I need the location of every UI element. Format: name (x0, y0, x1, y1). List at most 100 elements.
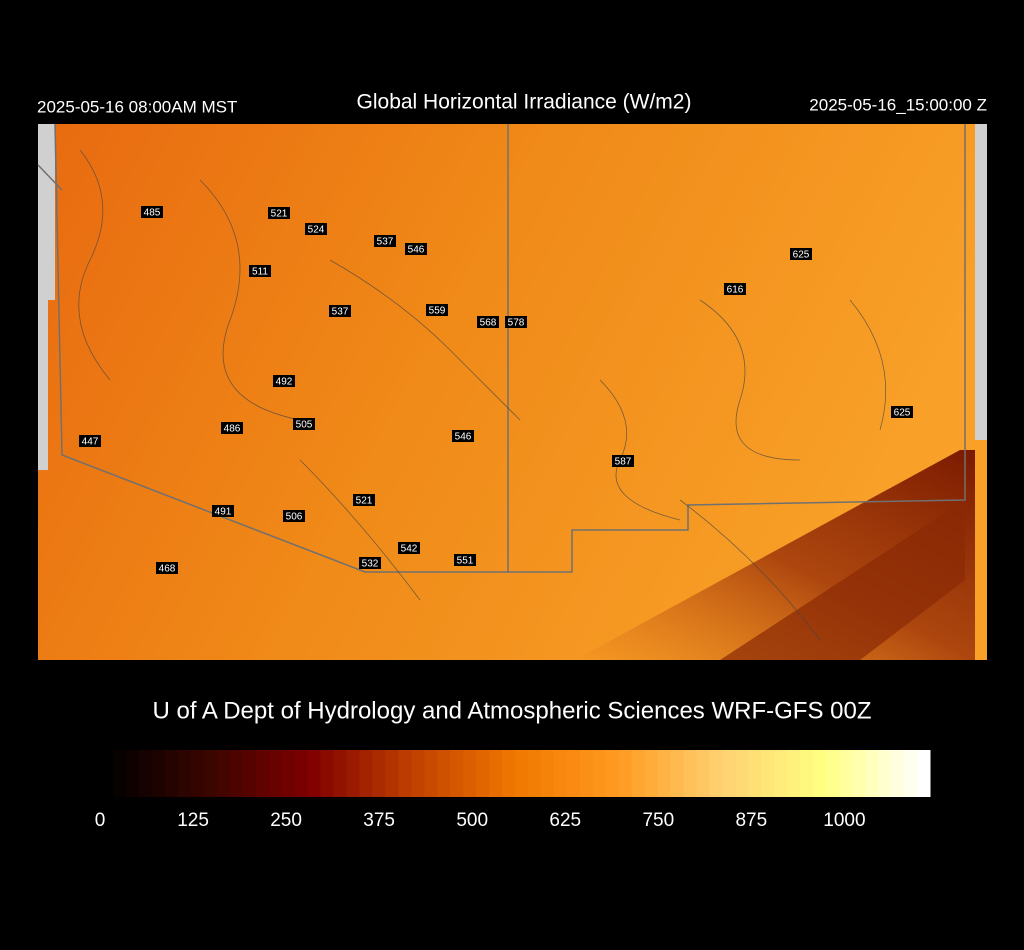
colorbar-step (437, 750, 451, 797)
station-labels: 485 521 524 537 546 511 537 559 568 578 625 616 492 6… (79, 206, 913, 575)
colorbar-step (540, 750, 555, 797)
label-box (273, 375, 295, 387)
colorbar-step (255, 750, 270, 797)
station-label: 542 (401, 544, 418, 555)
label-box (283, 510, 305, 522)
colorbar-step (917, 750, 931, 797)
colorbar-step (696, 750, 711, 797)
label-box (268, 207, 290, 219)
station-label: 468 (159, 564, 176, 575)
station-label: 546 (455, 432, 472, 443)
colorbar-step (242, 750, 257, 797)
map: 485 521 524 537 546 511 537 559 568 578 625 616 492 6… (37, 123, 987, 660)
station-label: 521 (356, 496, 373, 507)
colorbar-step (735, 750, 749, 797)
label-box (353, 494, 375, 506)
colorbar-step (813, 750, 827, 797)
colorbar-step (268, 750, 283, 797)
station-label: 511 (252, 267, 268, 278)
colorbar-step (294, 750, 308, 797)
colorbar-step (865, 750, 879, 797)
label-box (212, 505, 234, 517)
colorbar-step (320, 750, 334, 797)
colorbar-step (709, 750, 723, 797)
colorbar-step (527, 750, 542, 797)
colorbar-step (553, 750, 568, 797)
label-box (249, 265, 271, 277)
colorbar-step (307, 750, 321, 797)
station-label: 492 (276, 377, 293, 388)
station-label: 491 (215, 507, 232, 518)
colorbar-step (385, 750, 399, 797)
credit: U of A Dept of Hydrology and Atmospheric… (153, 697, 872, 724)
station-label: 625 (894, 408, 911, 419)
colorbar-step (100, 750, 114, 797)
label-box (452, 430, 474, 442)
colorbar-tick-label: 500 (456, 810, 488, 831)
station-label: 551 (457, 556, 474, 567)
colorbar-step (229, 750, 244, 797)
label-box (426, 304, 448, 316)
colorbar-step (177, 750, 192, 797)
station-label: 532 (362, 559, 379, 570)
label-box (329, 305, 351, 317)
colorbar-step (372, 750, 386, 797)
label-box (454, 554, 476, 566)
colorbar-step (216, 750, 231, 797)
station-label: 486 (224, 424, 241, 435)
label-box (305, 223, 327, 235)
colorbar-tick-label: 0 (95, 810, 106, 831)
valid-time-utc: 2025-05-16_15:00:00 Z (809, 95, 987, 114)
colorbar-step (424, 750, 438, 797)
irradiance-field (38, 124, 987, 660)
colorbar-step (281, 750, 296, 797)
label-box (293, 418, 315, 430)
label-box (156, 562, 178, 574)
colorbar-step (787, 750, 801, 797)
colorbar-step (605, 750, 620, 797)
station-label: 546 (408, 245, 425, 256)
colorbar-step (125, 750, 140, 797)
colorbar-step (398, 750, 412, 797)
colorbar-step (683, 750, 698, 797)
station-label: 625 (793, 250, 810, 261)
station-label: 568 (480, 318, 497, 329)
label-box (477, 316, 499, 328)
colorbar-step (774, 750, 788, 797)
colorbar-step (463, 750, 477, 797)
label-box (505, 316, 527, 328)
colorbar-step (670, 750, 685, 797)
colorbar-step (592, 750, 607, 797)
label-box (374, 235, 396, 247)
colorbar-step (761, 750, 775, 797)
label-box (790, 248, 812, 260)
label-box (79, 435, 101, 447)
station-label: 559 (429, 306, 446, 317)
colorbar-step (502, 750, 516, 797)
colorbar-step (450, 750, 464, 797)
label-box (398, 542, 420, 554)
station-label: 524 (308, 225, 325, 236)
station-label: 537 (377, 237, 394, 248)
colorbar-step (151, 750, 166, 797)
colorbar-step (800, 750, 814, 797)
valid-time-local: 2025-05-16 08:00AM MST (37, 97, 237, 116)
colorbar-step (839, 750, 853, 797)
colorbar-step (411, 750, 425, 797)
label-box (891, 406, 913, 418)
colorbar-step (722, 750, 736, 797)
colorbar-tick-label: 125 (177, 810, 209, 831)
colorbar-step (203, 750, 218, 797)
colorbar-tick-label: 375 (363, 810, 395, 831)
colorbar-step (346, 750, 360, 797)
colorbar-tick-label: 625 (549, 810, 581, 831)
colorbar-step (618, 750, 633, 797)
colorbar-step (748, 750, 762, 797)
colorbar-step (826, 750, 840, 797)
station-label: 505 (296, 420, 313, 431)
colorbar-step (359, 750, 373, 797)
colorbar-tick-label: 250 (270, 810, 302, 831)
cloud-band-core (720, 500, 965, 660)
colorbar-step (164, 750, 179, 797)
